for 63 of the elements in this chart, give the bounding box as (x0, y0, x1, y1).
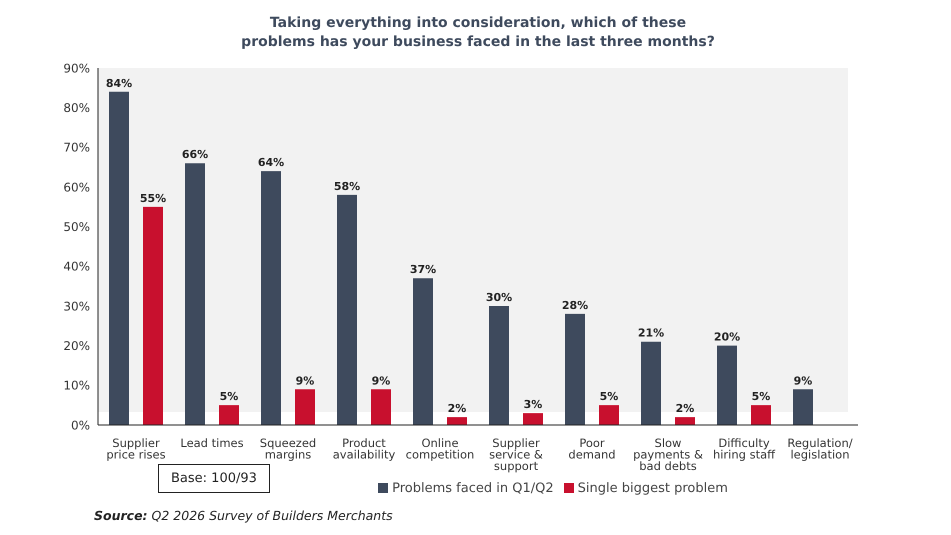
x-tick-label: Product availability (332, 436, 396, 462)
y-tick-label: 50% (63, 220, 90, 234)
x-tick-label: Supplier price rises (106, 436, 166, 462)
bar (489, 306, 509, 425)
y-tick-label: 40% (63, 260, 90, 274)
data-label: 66% (182, 148, 208, 162)
bar (447, 417, 467, 425)
y-tick-label: 0% (70, 418, 90, 432)
x-tick-label: Difficulty hiring staff (712, 436, 776, 462)
data-label: 9% (296, 374, 314, 388)
bar (675, 417, 695, 425)
data-label: 58% (334, 180, 360, 193)
bar (261, 171, 281, 425)
bar (371, 389, 391, 425)
y-tick-label: 10% (63, 378, 90, 393)
bar (295, 389, 315, 425)
bar (751, 405, 771, 425)
data-label: 64% (258, 156, 284, 170)
y-tick-label: 20% (63, 338, 90, 353)
legend-label: Single biggest problem (578, 481, 728, 496)
data-label: 30% (486, 291, 512, 304)
x-tick-label: Squeezed margins (260, 436, 316, 462)
bar (641, 342, 661, 425)
data-label: 3% (524, 398, 542, 412)
data-label: 20% (714, 330, 740, 344)
y-tick-label: 70% (63, 140, 90, 155)
x-tick-label: Slow payments & bad debts (633, 436, 703, 474)
chart-title: Taking everything into consideration, which of these problems has your business faced in the last three months? (240, 14, 716, 52)
bar (793, 389, 813, 425)
x-tick-label: Regulation/ legislation (787, 436, 853, 462)
data-label: 9% (794, 374, 812, 388)
bar (413, 278, 433, 425)
data-label: 37% (410, 263, 436, 276)
data-label: 84% (106, 76, 132, 90)
x-tick-label: Online competition (406, 436, 474, 462)
bar (219, 405, 239, 425)
y-tick-label: 60% (63, 180, 90, 194)
bar (523, 413, 543, 425)
data-label: 5% (220, 390, 238, 404)
data-label: 55% (140, 192, 166, 205)
y-tick-label: 30% (63, 299, 90, 314)
legend-label: Problems faced in Q1/Q2 (392, 481, 554, 496)
x-tick-label: Poor demand (568, 436, 616, 462)
bar (717, 346, 737, 425)
bar (565, 314, 585, 425)
bar (599, 405, 619, 425)
x-tick-label: Lead times (180, 436, 244, 450)
y-tick-label: 90% (63, 61, 90, 76)
bar (337, 194, 357, 425)
bar (185, 163, 205, 425)
bar (109, 92, 129, 425)
data-label: 5% (600, 390, 618, 404)
data-label: 9% (372, 374, 390, 388)
data-label: 5% (752, 390, 770, 404)
data-label: 28% (562, 298, 588, 312)
bar (143, 206, 163, 425)
data-label: 2% (676, 402, 694, 416)
source-note: Source: Q2 2026 Survey of Builders Merchants (94, 508, 393, 523)
x-tick-label: Supplier service & support (489, 436, 543, 474)
data-label: 2% (448, 402, 466, 416)
data-label: 21% (638, 326, 664, 340)
text: Base: 100/93 (158, 464, 270, 493)
y-tick-label: 80% (63, 100, 90, 115)
